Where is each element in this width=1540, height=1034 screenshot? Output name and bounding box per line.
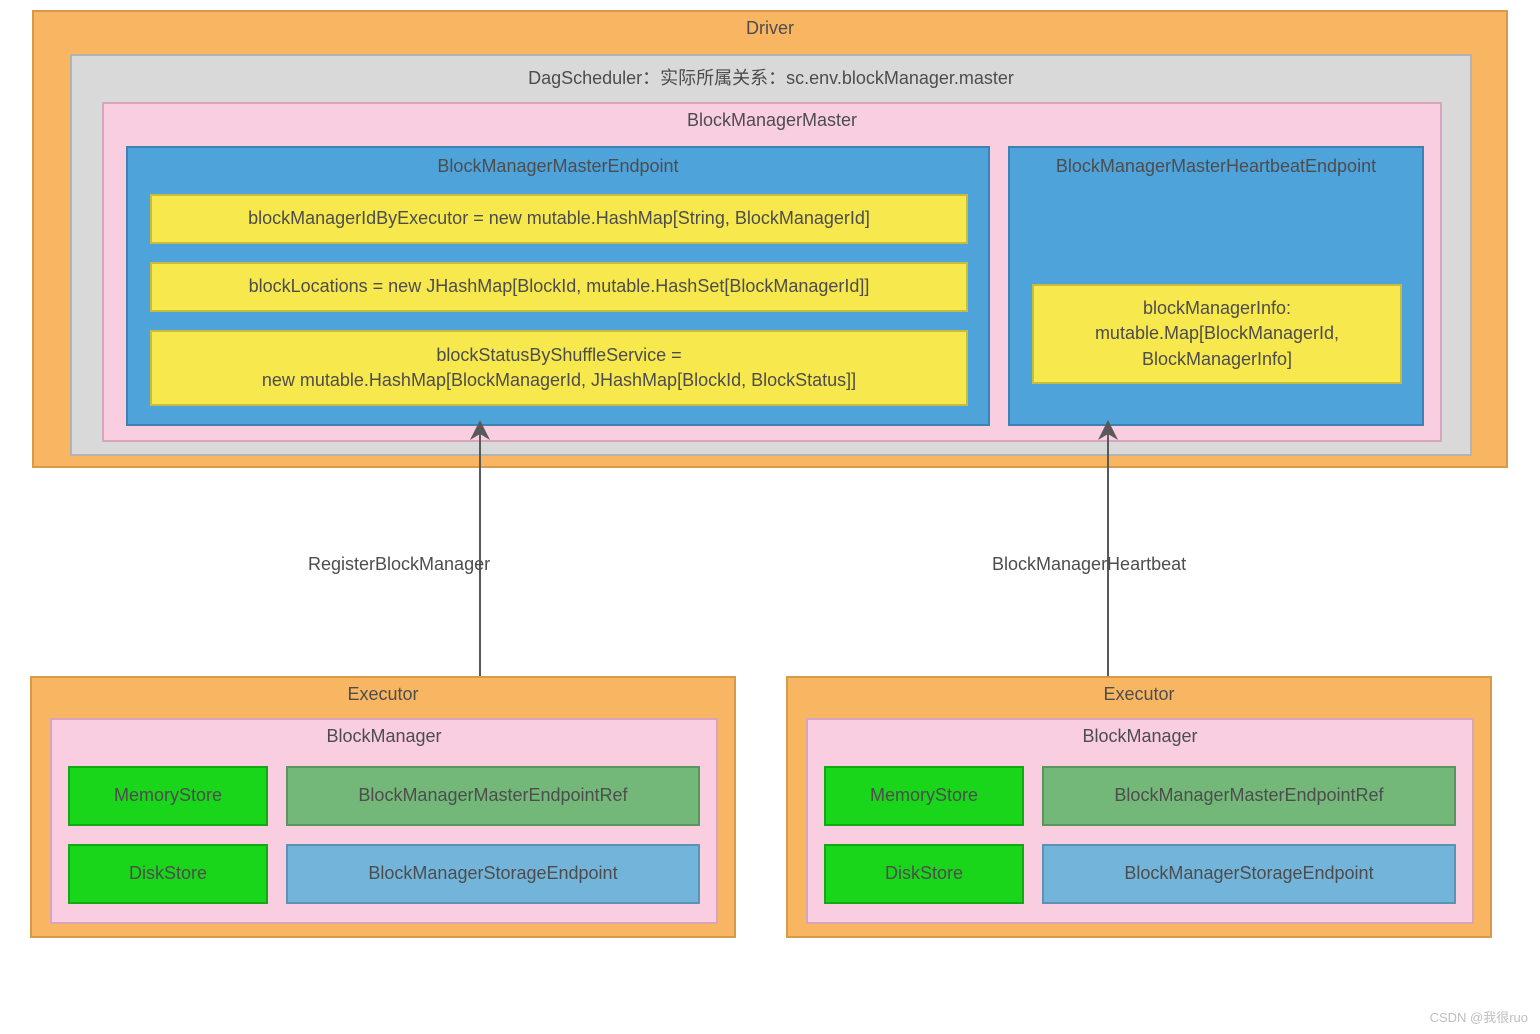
bmm-endpoint-row1: blockManagerIdByExecutor = new mutable.H… (150, 194, 968, 244)
executor2-title: Executor (788, 684, 1490, 705)
edge-label-right: BlockManagerHeartbeat (992, 554, 1186, 575)
bmm-heartbeat-info-c: BlockManagerInfo] (1142, 347, 1292, 372)
executor2-box: Executor BlockManager MemoryStore DiskSt… (786, 676, 1492, 938)
executor1-bm-title: BlockManager (52, 726, 716, 747)
executor1-memorystore-text: MemoryStore (114, 783, 222, 808)
driver-box: Driver DagScheduler：实际所属关系：sc.env.blockM… (32, 10, 1508, 468)
executor1-memorystore: MemoryStore (68, 766, 268, 826)
watermark: CSDN @我很ruo (1430, 1007, 1528, 1026)
bmm-heartbeat-info-a: blockManagerInfo: (1143, 296, 1291, 321)
bmm-endpoint-row2-text: blockLocations = new JHashMap[BlockId, m… (249, 274, 870, 299)
bmm-endpoint-row3a: blockStatusByShuffleService = (436, 343, 681, 368)
dagscheduler-box: DagScheduler：实际所属关系：sc.env.blockManager.… (70, 54, 1472, 456)
dagscheduler-title: DagScheduler：实际所属关系：sc.env.blockManager.… (72, 64, 1470, 90)
executor2-storage-text: BlockManagerStorageEndpoint (1124, 861, 1373, 886)
bmm-endpoint-row3: blockStatusByShuffleService = new mutabl… (150, 330, 968, 406)
bmm-heartbeat-info: blockManagerInfo: mutable.Map[BlockManag… (1032, 284, 1402, 384)
bmm-heartbeat-box: BlockManagerMasterHeartbeatEndpoint bloc… (1008, 146, 1424, 426)
blockmanagermaster-title: BlockManagerMaster (104, 110, 1440, 131)
executor2-diskstore-text: DiskStore (885, 861, 963, 886)
executor2-memorystore-text: MemoryStore (870, 783, 978, 808)
executor1-diskstore-text: DiskStore (129, 861, 207, 886)
executor1-storage: BlockManagerStorageEndpoint (286, 844, 700, 904)
executor2-ref: BlockManagerMasterEndpointRef (1042, 766, 1456, 826)
executor1-box: Executor BlockManager MemoryStore DiskSt… (30, 676, 736, 938)
bmm-endpoint-row2: blockLocations = new JHashMap[BlockId, m… (150, 262, 968, 312)
executor1-storage-text: BlockManagerStorageEndpoint (368, 861, 617, 886)
bmm-heartbeat-info-b: mutable.Map[BlockManagerId, (1095, 321, 1339, 346)
executor2-bm-box: BlockManager MemoryStore DiskStore Block… (806, 718, 1474, 924)
bmm-endpoint-row3b: new mutable.HashMap[BlockManagerId, JHas… (262, 368, 856, 393)
bmm-endpoint-box: BlockManagerMasterEndpoint blockManagerI… (126, 146, 990, 426)
driver-title: Driver (34, 18, 1506, 39)
executor2-memorystore: MemoryStore (824, 766, 1024, 826)
bmm-heartbeat-title: BlockManagerMasterHeartbeatEndpoint (1010, 156, 1422, 177)
bmm-endpoint-title: BlockManagerMasterEndpoint (128, 156, 988, 177)
executor1-bm-box: BlockManager MemoryStore DiskStore Block… (50, 718, 718, 924)
executor1-ref-text: BlockManagerMasterEndpointRef (358, 783, 627, 808)
executor2-bm-title: BlockManager (808, 726, 1472, 747)
executor1-ref: BlockManagerMasterEndpointRef (286, 766, 700, 826)
executor2-ref-text: BlockManagerMasterEndpointRef (1114, 783, 1383, 808)
blockmanagermaster-box: BlockManagerMaster BlockManagerMasterEnd… (102, 102, 1442, 442)
bmm-endpoint-row1-text: blockManagerIdByExecutor = new mutable.H… (248, 206, 870, 231)
executor2-storage: BlockManagerStorageEndpoint (1042, 844, 1456, 904)
executor2-diskstore: DiskStore (824, 844, 1024, 904)
executor1-diskstore: DiskStore (68, 844, 268, 904)
executor1-title: Executor (32, 684, 734, 705)
edge-label-left: RegisterBlockManager (308, 554, 490, 575)
